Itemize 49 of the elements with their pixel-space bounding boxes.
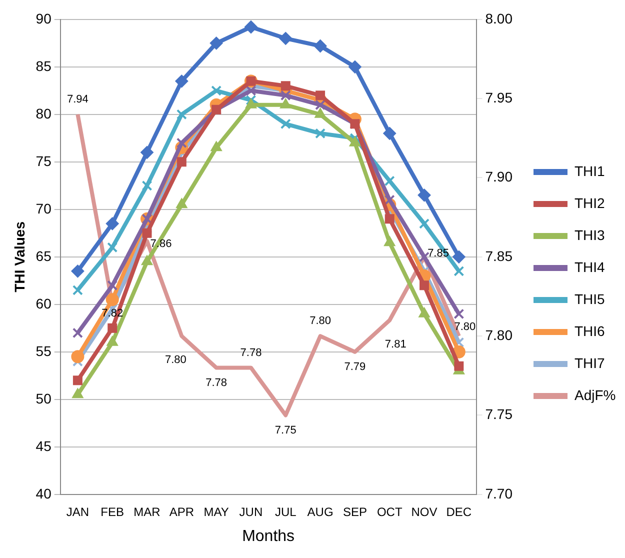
legend-label: THI4 (574, 258, 606, 275)
y-axis-title: THI Values (11, 221, 28, 292)
x-tick-label: OCT (376, 504, 403, 519)
data-label: 7.75 (274, 424, 296, 436)
data-label: 7.78 (240, 346, 262, 359)
data-label: 7.80 (454, 321, 476, 334)
data-label: 7.94 (66, 93, 88, 106)
x-tick-label: NOV (411, 504, 438, 519)
y-tick-label: 40 (36, 485, 52, 502)
x-tick-label: SEP (342, 504, 367, 519)
data-label: 7.81 (384, 338, 406, 350)
legend-label: THI6 (574, 322, 606, 339)
legend-label: THI5 (574, 290, 606, 307)
y-tick-label: 50 (36, 390, 52, 406)
x-axis-title: Months (242, 528, 295, 545)
y2-tick-label: 7.80 (485, 326, 513, 343)
y-tick-label: 75 (36, 152, 52, 169)
x-tick-label: JAN (66, 504, 90, 519)
y-tick-label: 80 (36, 105, 52, 122)
data-label: 7.78 (206, 376, 228, 389)
y2-tick-label: 7.95 (485, 89, 513, 106)
y-tick-label: 70 (36, 200, 52, 216)
x-tick-label: MAY (204, 504, 229, 519)
y-tick-label: 90 (36, 10, 52, 26)
y-tick-label: 60 (36, 295, 52, 312)
y2-tick-label: 7.85 (485, 248, 513, 264)
y2-tick-label: 7.70 (485, 485, 513, 502)
data-label: 7.80 (310, 315, 332, 328)
x-tick-label: MAR (134, 504, 161, 519)
y-tick-label: 85 (36, 58, 52, 74)
x-tick-label: DEC (446, 504, 472, 519)
legend-label: THI3 (574, 226, 606, 243)
x-tick-label: AUG (307, 504, 334, 519)
legend-label: THI2 (574, 194, 606, 211)
legend-label: AdjF% (574, 386, 616, 403)
data-label: 7.80 (164, 354, 186, 366)
legend-label: THI1 (574, 162, 606, 179)
x-tick-label: APR (169, 504, 194, 519)
x-tick-label: JUN (239, 504, 263, 519)
y-tick-label: 55 (36, 342, 52, 359)
data-label: 7.79 (344, 360, 366, 373)
y2-tick-label: 7.75 (485, 406, 513, 422)
y-tick-label: 45 (36, 438, 52, 454)
legend-label: THI7 (574, 354, 606, 371)
y2-tick-label: 8.00 (485, 10, 513, 26)
x-tick-label: FEB (100, 504, 124, 519)
y-tick-label: 65 (36, 248, 52, 264)
y2-tick-label: 7.90 (485, 168, 513, 185)
x-tick-label: JUL (274, 504, 297, 519)
